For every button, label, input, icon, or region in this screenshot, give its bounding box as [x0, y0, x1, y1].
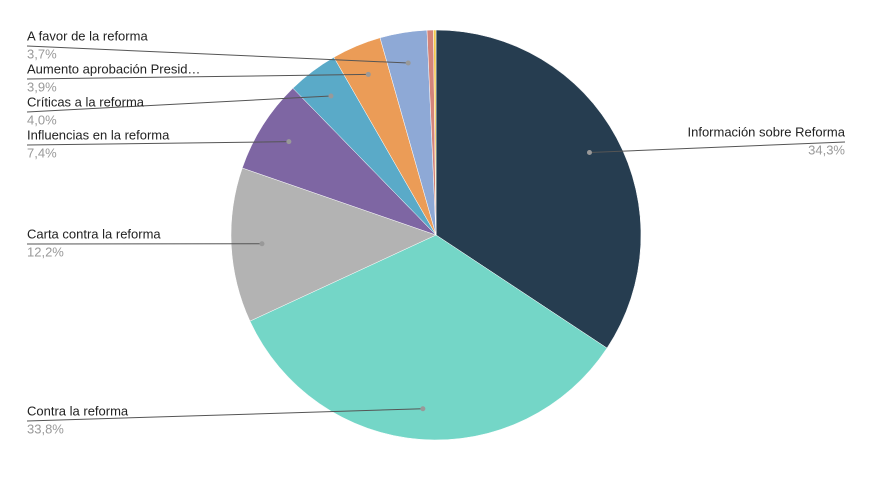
- slice-label: Críticas a la reforma: [27, 94, 145, 109]
- slice-value: 3,9%: [27, 79, 57, 94]
- leader-dot: [259, 241, 265, 247]
- slice-label: Aumento aprobación Presid…: [27, 61, 200, 76]
- slice-label: Influencias en la reforma: [27, 127, 170, 142]
- slice-label: Carta contra la reforma: [27, 226, 161, 241]
- slice-value: 7,4%: [27, 145, 57, 160]
- leader-dot: [328, 93, 334, 99]
- slice-value: 34,3%: [808, 142, 845, 157]
- labels: Información sobre Reforma 34,3% Contra la …: [26, 28, 846, 436]
- leader-line: [26, 95, 331, 113]
- leader-dot: [365, 71, 371, 77]
- slice-value: 33,8%: [27, 421, 64, 436]
- leader-line: [589, 141, 846, 153]
- leader-dot: [286, 139, 292, 145]
- leader-line: [26, 73, 369, 80]
- leader-line: [26, 408, 423, 422]
- leader-dot: [405, 60, 411, 66]
- leader-line: [26, 141, 289, 146]
- slice-value: 4,0%: [27, 112, 57, 127]
- pie-slice: [433, 29, 437, 236]
- leader-line: [26, 45, 409, 64]
- slice-value: 3,7%: [27, 46, 57, 61]
- pie-slice: [230, 167, 437, 322]
- slice-label: Información sobre Reforma: [687, 124, 845, 139]
- leader-dot: [586, 149, 592, 155]
- slice-label: Contra la reforma: [27, 403, 129, 418]
- pie-slice: [249, 234, 608, 441]
- pie-slice: [435, 29, 642, 349]
- slices: [230, 29, 642, 441]
- leader-dot: [420, 406, 426, 412]
- slice-value: 12,2%: [27, 244, 64, 259]
- slice-label: A favor de la reforma: [27, 28, 148, 43]
